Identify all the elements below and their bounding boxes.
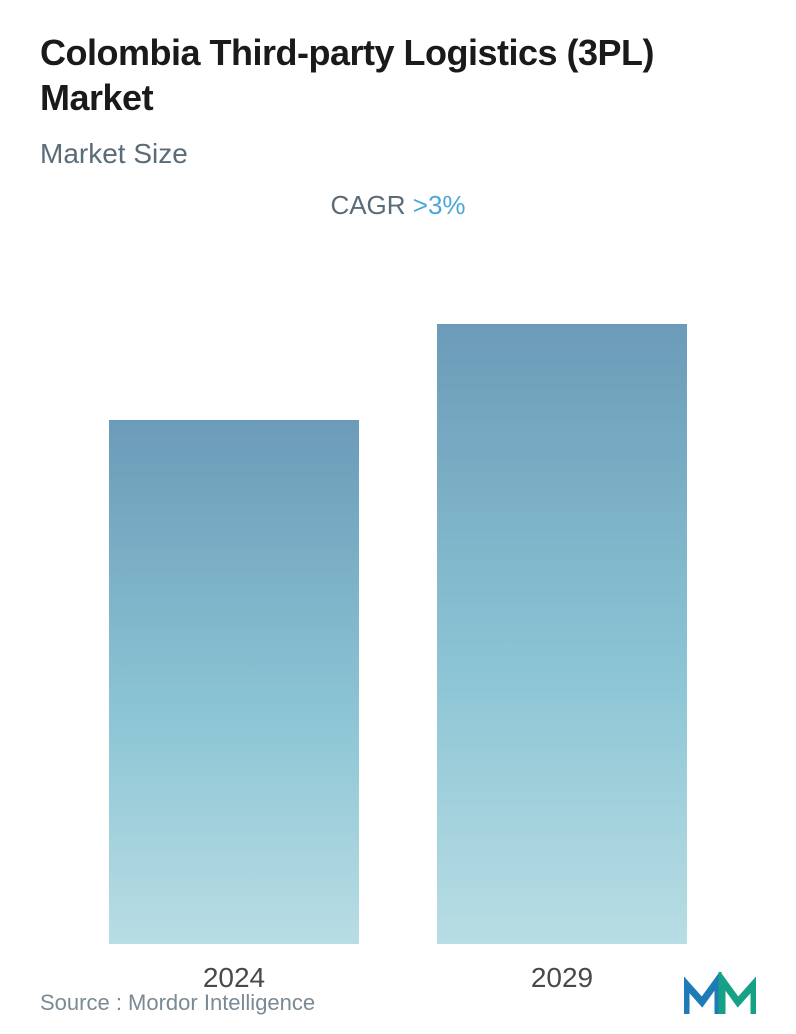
chart-area: 20242029 [40, 251, 756, 1014]
cagr-row: CAGR >3% [40, 190, 756, 221]
bar [109, 420, 359, 944]
chart-title: Colombia Third-party Logistics (3PL) Mar… [40, 30, 756, 120]
bars-wrap [40, 324, 756, 944]
bar [437, 324, 687, 944]
cagr-label: CAGR [330, 190, 412, 220]
mordor-logo-icon [684, 972, 756, 1016]
source-text: Source : Mordor Intelligence [40, 990, 315, 1016]
chart-container: Colombia Third-party Logistics (3PL) Mar… [0, 0, 796, 1034]
chart-subtitle: Market Size [40, 138, 756, 170]
chart-footer: Source : Mordor Intelligence [40, 972, 756, 1016]
bar-group [432, 324, 692, 944]
cagr-value: >3% [413, 190, 466, 220]
bar-group [104, 420, 364, 944]
